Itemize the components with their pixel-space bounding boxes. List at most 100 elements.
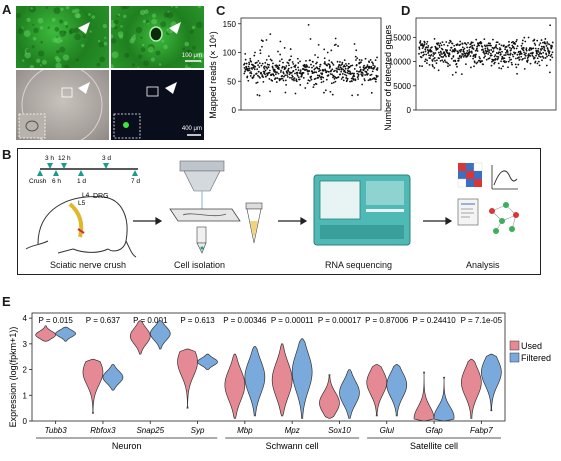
data-point bbox=[363, 78, 366, 80]
data-point bbox=[253, 68, 256, 71]
data-point bbox=[446, 61, 448, 64]
timeline-bottom-6h: 6 h bbox=[52, 178, 61, 185]
data-point bbox=[445, 55, 447, 58]
data-point bbox=[296, 73, 299, 75]
data-point bbox=[331, 93, 334, 96]
step-rna-sequencing: RNA sequencing bbox=[325, 260, 393, 270]
data-point bbox=[273, 74, 275, 77]
data-point bbox=[448, 42, 451, 44]
micrograph-texture bbox=[16, 6, 108, 68]
data-point bbox=[338, 63, 341, 66]
data-point bbox=[346, 79, 349, 82]
p-value-label: P = 0.87006 bbox=[365, 316, 409, 325]
data-point bbox=[484, 47, 487, 50]
data-point bbox=[543, 45, 545, 48]
data-point bbox=[318, 75, 321, 78]
data-point bbox=[537, 53, 540, 56]
data-point bbox=[346, 71, 349, 74]
data-point bbox=[262, 76, 265, 79]
data-point bbox=[268, 78, 271, 80]
data-point bbox=[295, 78, 298, 81]
data-point bbox=[269, 90, 271, 93]
data-point bbox=[296, 57, 299, 60]
data-point bbox=[340, 78, 343, 80]
data-point bbox=[360, 73, 363, 76]
y-tick-label: 1 bbox=[23, 391, 28, 400]
data-point bbox=[450, 46, 453, 49]
data-point bbox=[264, 69, 267, 72]
data-point bbox=[328, 63, 331, 66]
data-point bbox=[431, 46, 433, 49]
data-point bbox=[330, 69, 332, 72]
data-point bbox=[444, 61, 447, 63]
data-point bbox=[349, 71, 352, 74]
data-point bbox=[465, 43, 468, 46]
timeline-bottom-7d: 7 d bbox=[131, 178, 140, 185]
step-cell-isolation: Cell isolation bbox=[174, 260, 226, 270]
data-point bbox=[525, 49, 528, 52]
data-point bbox=[424, 58, 427, 61]
data-point bbox=[307, 24, 310, 26]
data-point bbox=[506, 51, 509, 53]
data-point bbox=[425, 42, 428, 45]
data-point bbox=[362, 73, 364, 75]
data-point bbox=[282, 72, 285, 75]
data-point bbox=[454, 49, 457, 52]
data-point bbox=[521, 42, 524, 45]
p-value-label: P = 0.637 bbox=[86, 316, 121, 325]
data-point bbox=[507, 60, 510, 63]
data-point bbox=[541, 59, 543, 62]
data-point bbox=[356, 70, 358, 73]
data-point bbox=[549, 55, 552, 57]
data-point bbox=[295, 68, 297, 71]
data-point bbox=[372, 62, 374, 65]
data-point bbox=[476, 61, 479, 64]
data-point bbox=[430, 50, 433, 53]
data-point bbox=[268, 71, 271, 74]
data-point bbox=[426, 46, 429, 49]
data-point bbox=[336, 68, 339, 70]
data-point bbox=[350, 64, 352, 67]
data-point bbox=[469, 55, 472, 57]
data-point bbox=[345, 77, 348, 79]
data-point bbox=[459, 50, 462, 53]
data-point bbox=[527, 56, 530, 58]
data-point bbox=[265, 75, 267, 78]
data-point bbox=[370, 65, 373, 68]
data-point bbox=[351, 94, 354, 97]
data-point bbox=[284, 67, 287, 69]
data-point bbox=[533, 42, 536, 45]
data-point bbox=[454, 60, 457, 63]
data-point bbox=[504, 48, 507, 51]
data-point bbox=[513, 47, 516, 50]
data-point bbox=[448, 55, 450, 58]
data-point bbox=[515, 38, 518, 41]
data-point bbox=[339, 66, 342, 69]
data-point bbox=[469, 45, 472, 48]
data-point bbox=[483, 53, 486, 55]
data-point bbox=[279, 71, 282, 73]
data-point bbox=[272, 62, 274, 65]
data-point bbox=[359, 66, 361, 69]
arrowhead-icon bbox=[78, 22, 90, 34]
violin bbox=[244, 346, 266, 417]
data-point bbox=[473, 44, 476, 47]
data-point bbox=[492, 38, 494, 41]
fluorescence-content bbox=[113, 82, 201, 139]
data-point bbox=[252, 64, 254, 67]
data-point bbox=[496, 41, 499, 44]
data-point bbox=[250, 60, 253, 63]
data-point bbox=[266, 67, 269, 70]
data-point bbox=[317, 56, 319, 59]
data-point bbox=[457, 51, 460, 54]
tube-icon bbox=[245, 202, 263, 244]
data-point bbox=[318, 65, 321, 68]
data-point bbox=[277, 50, 279, 53]
data-point bbox=[490, 49, 493, 51]
data-point bbox=[282, 61, 284, 64]
y-tick-label: 100 bbox=[223, 49, 237, 58]
data-point bbox=[330, 61, 333, 64]
gene-label: Snap25 bbox=[136, 426, 164, 435]
timeline-top-12h: 12 h bbox=[58, 155, 71, 162]
data-point bbox=[433, 67, 436, 69]
